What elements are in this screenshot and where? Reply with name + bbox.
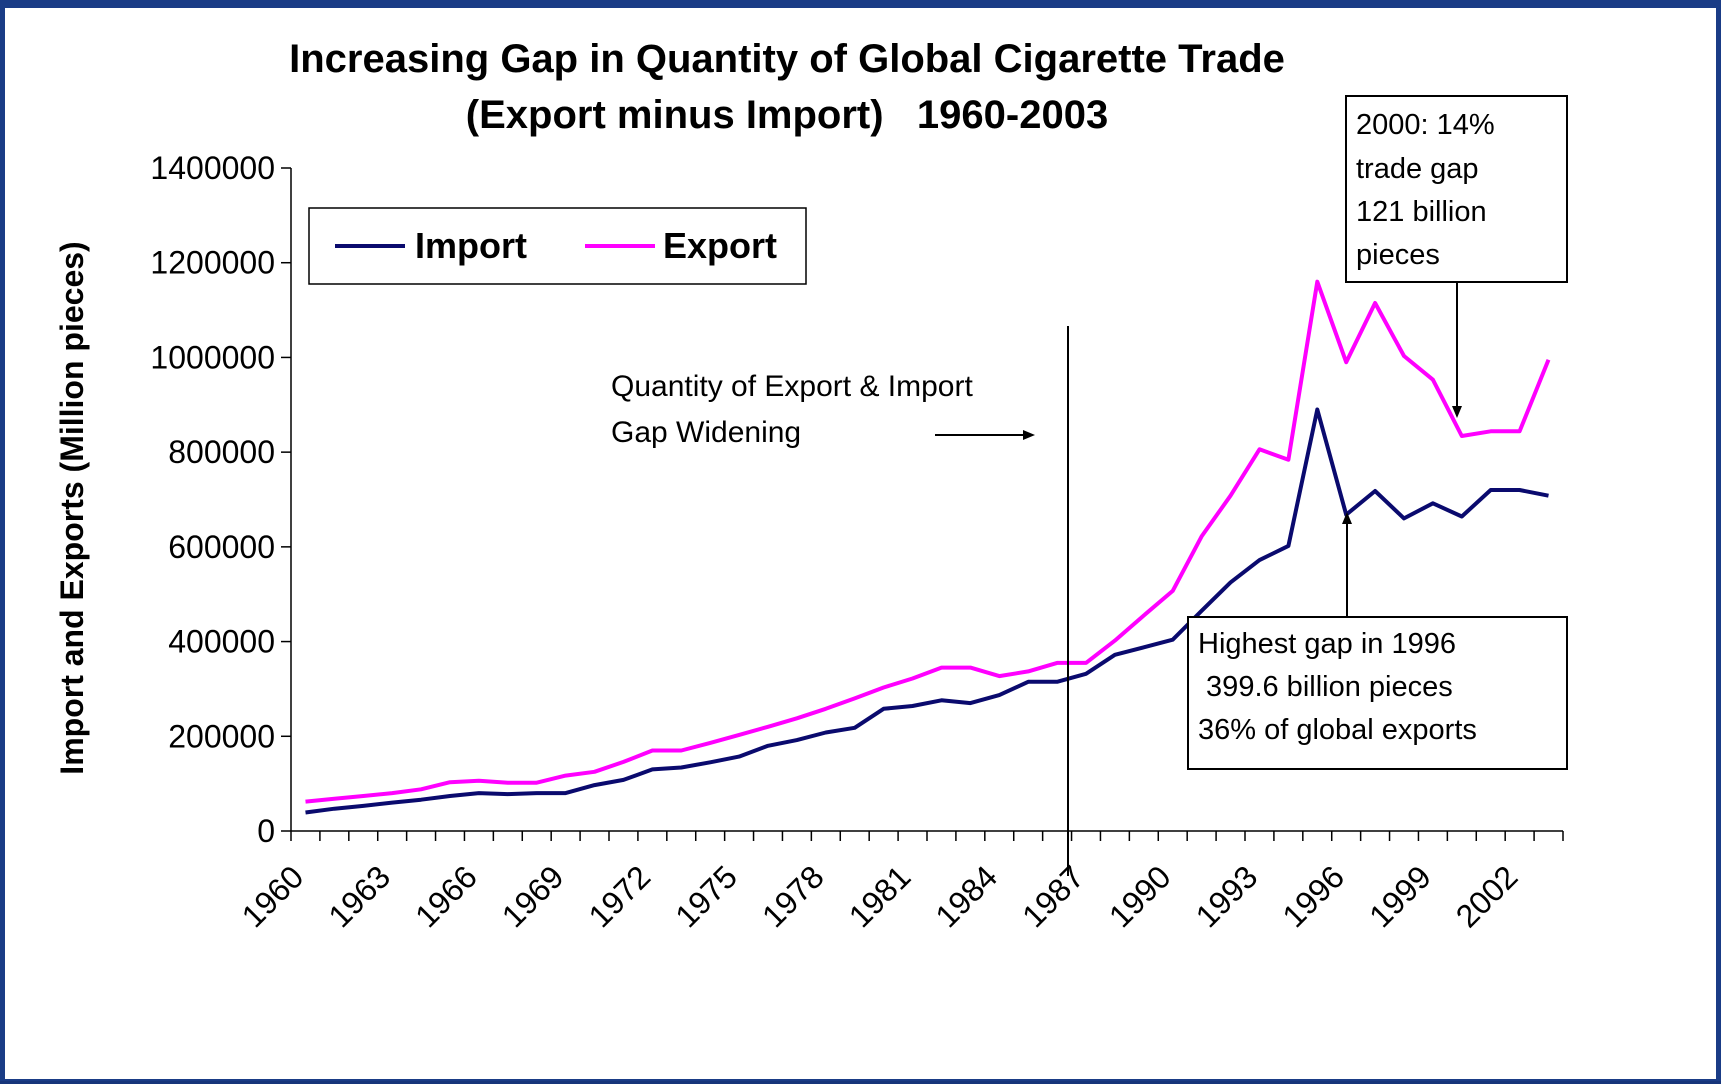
x-tick-label: 1960	[235, 858, 311, 934]
axes	[281, 167, 1564, 841]
chart-subtitle: (Export minus Import) 1960-2003	[466, 93, 1108, 137]
chart-title: Increasing Gap in Quantity of Global Cig…	[289, 37, 1285, 81]
annotation-1996-line2: 399.6 billion pieces	[1198, 671, 1453, 703]
x-tick-label: 1972	[582, 858, 658, 934]
arrow-down-icon	[1452, 282, 1462, 418]
annotation-1996-line1: Highest gap in 1996	[1198, 628, 1456, 660]
chart-frame: Increasing Gap in Quantity of Global Cig…	[5, 8, 1716, 1079]
x-tick-label: 1963	[321, 858, 397, 934]
y-tick-label: 200000	[168, 718, 275, 754]
y-tick-label: 0	[257, 813, 275, 849]
x-tick-label: 1975	[668, 858, 744, 934]
arrow-up-icon	[1342, 512, 1352, 617]
annotation-2000-line2: trade gap	[1356, 153, 1479, 185]
annotation-2000-box: 2000: 14% trade gap 121 billion pieces	[1345, 95, 1568, 283]
series-lines	[305, 279, 1551, 815]
x-tick-label: 1969	[495, 858, 571, 934]
x-tick-label: 1987	[1015, 858, 1091, 934]
x-tick-label: 1993	[1189, 858, 1265, 934]
series-line-import	[305, 407, 1549, 815]
x-tick-label: 1990	[1102, 858, 1178, 934]
x-tick-labels: 1960 1963 1966 1969 1972 1975 1978 1981 1984 1987…	[235, 858, 1525, 934]
annotation-1996-line3: 36% of global exports	[1198, 714, 1477, 746]
y-tick-label: 1000000	[150, 339, 275, 375]
x-tick-label: 1999	[1362, 858, 1438, 934]
x-tick-label: 1996	[1275, 858, 1351, 934]
x-tick-label: 1984	[928, 858, 1004, 934]
annotation-2000-line3: 121 billion	[1356, 196, 1487, 228]
chart-svg: Increasing Gap in Quantity of Global Cig…	[54, 37, 1568, 934]
arrow-right-icon	[935, 430, 1035, 440]
x-tick-label: 1978	[755, 858, 831, 934]
legend: Import Export	[308, 207, 807, 285]
x-tick-label: 2002	[1449, 858, 1525, 934]
x-tick-label: 1966	[408, 858, 484, 934]
annotation-1996-box: Highest gap in 1996 399.6 billion pieces…	[1187, 616, 1568, 770]
y-tick-label: 400000	[168, 624, 275, 660]
y-tick-label: 600000	[168, 529, 275, 565]
annotation-widening-line2: Gap Widening	[611, 416, 801, 449]
annotation-widening-line1: Quantity of Export & Import	[611, 370, 973, 403]
legend-label-export: Export	[663, 225, 777, 266]
series-line-export	[305, 279, 1551, 804]
x-tick-label: 1981	[842, 858, 918, 934]
y-tick-label: 800000	[168, 434, 275, 470]
y-axis-label: Import and Exports (Million pieces)	[54, 241, 90, 774]
y-tick-label: 1400000	[150, 150, 275, 186]
annotation-2000-line4: pieces	[1356, 239, 1440, 271]
annotation-2000-line1: 2000: 14%	[1356, 109, 1495, 141]
legend-label-import: Import	[415, 225, 527, 266]
y-tick-label: 1200000	[150, 245, 275, 281]
y-tick-labels: 0 200000 400000 600000 800000 1000000 1200000 1…	[150, 150, 275, 849]
